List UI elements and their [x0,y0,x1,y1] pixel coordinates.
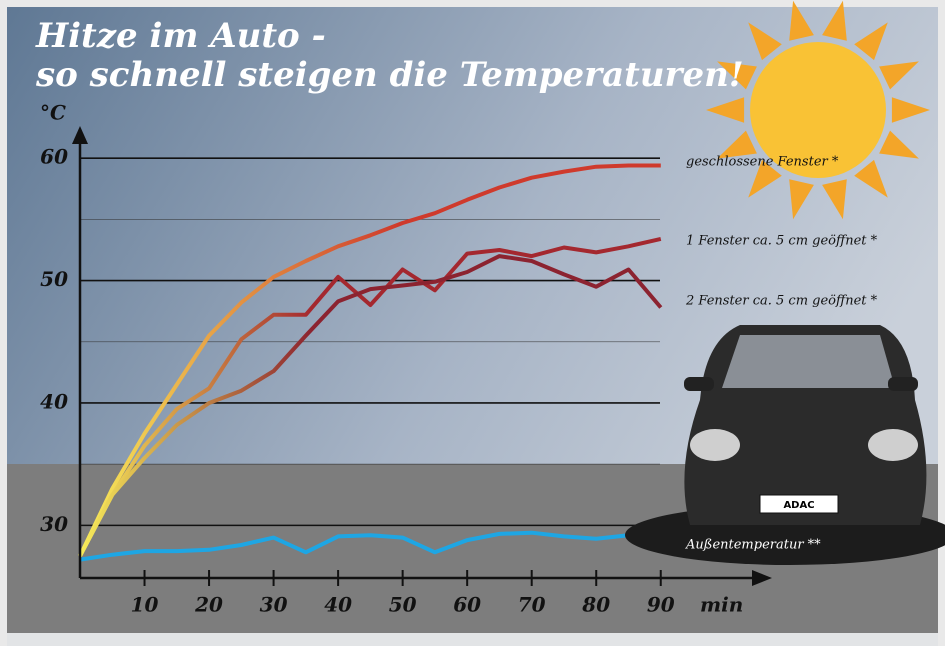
x-axis-label: min [700,593,743,617]
y-tick-label: 40 [40,389,68,413]
x-tick-label: 10 [131,593,159,617]
y-axis-label: °C [40,101,66,125]
x-tick-label: 30 [260,593,288,617]
y-tick-label: 30 [40,512,68,536]
chart-subtitle: so schnell steigen die Temperaturen! [35,55,744,95]
legend-label: Außentemperatur ** [685,538,821,553]
x-tick-label: 80 [581,593,610,617]
footer-band [7,633,938,646]
chart: ADAC Hitze im Auto - so schnell steigen … [0,0,945,646]
legend-label: 2 Fenster ca. 5 cm geöffnet * [685,294,878,309]
page: ADAC Hitze im Auto - so schnell steigen … [0,0,945,646]
x-tick-label: 70 [518,593,546,617]
legend-label: 1 Fenster ca. 5 cm geöffnet * [686,234,878,249]
x-tick-label: 90 [647,593,675,617]
legend-label: geschlossene Fenster * [686,155,839,170]
chart-title: Hitze im Auto - [35,16,326,56]
plate-label: ADAC [783,500,814,511]
x-tick-label: 20 [194,593,223,617]
x-tick-label: 40 [324,593,352,617]
y-tick-label: 50 [40,267,68,291]
x-tick-label: 60 [453,593,481,617]
y-tick-label: 60 [40,145,68,169]
x-tick-label: 50 [389,593,417,617]
